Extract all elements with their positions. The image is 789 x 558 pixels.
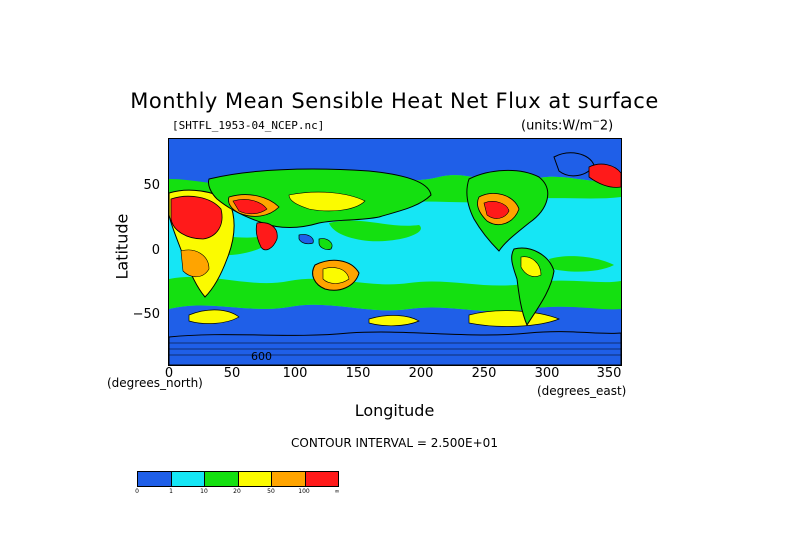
y-tick-label: 0 — [151, 243, 160, 258]
contour-interval-label: CONTOUR INTERVAL = 2.500E+01 — [291, 436, 498, 450]
legend-tick-label: 1 — [169, 488, 173, 495]
legend-swatch — [305, 472, 338, 486]
x-tick-label: 100 — [282, 366, 308, 381]
legend-tick-label: 20 — [233, 488, 241, 495]
legend-swatch — [272, 472, 306, 486]
legend-tick-label: ∞ — [334, 488, 340, 495]
contour-annotation: 600 — [251, 350, 272, 363]
flux-map: 600 — [168, 138, 622, 366]
x-tick-label: 0 — [164, 366, 174, 381]
legend-tick-label: 50 — [267, 488, 275, 495]
color-legend — [137, 471, 339, 487]
map-title: Monthly Mean Sensible Heat Net Flux at s… — [130, 89, 659, 113]
x-tick-label: 350 — [596, 366, 622, 381]
units-label: (units:W/m−2) — [521, 117, 614, 134]
legend-swatch — [138, 472, 172, 486]
legend-tick-label: 100 — [298, 488, 310, 495]
legend-tick-label: 10 — [200, 488, 208, 495]
x-axis-label: Longitude — [354, 401, 435, 420]
x-tick-label: 250 — [471, 366, 497, 381]
legend-swatch — [171, 472, 205, 486]
y-tick-label: 50 — [143, 178, 160, 193]
y-unit-label: (degrees_north) — [107, 376, 203, 390]
legend-swatch — [238, 472, 272, 486]
x-tick-label: 200 — [408, 366, 434, 381]
x-tick-label: 50 — [223, 366, 241, 381]
southern-midlatitude-band — [169, 276, 621, 312]
legend-tick-label: 0 — [135, 488, 139, 495]
file-label: [SHTFL_1953-04_NCEP.nc] — [172, 119, 325, 132]
flux-map-svg: 600 — [169, 139, 621, 365]
antarctica — [169, 331, 621, 365]
x-unit-label: (degrees_east) — [537, 384, 627, 398]
x-tick-label: 150 — [345, 366, 371, 381]
y-tick-label: −50 — [132, 307, 160, 322]
legend-swatch — [205, 472, 239, 486]
x-tick-label: 300 — [534, 366, 560, 381]
